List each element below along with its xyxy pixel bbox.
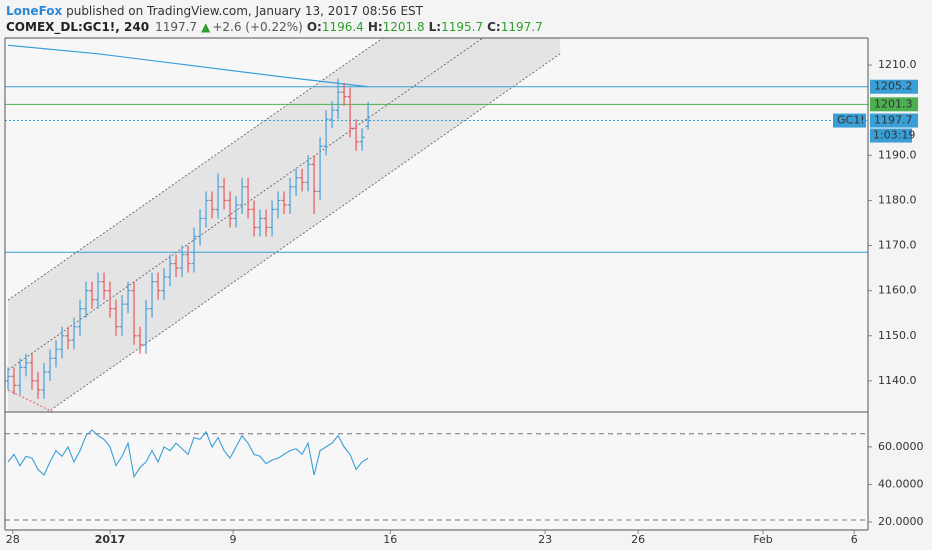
rsi-tick-label: 20.0000 xyxy=(878,515,924,528)
ohlc-value: 1195.7 xyxy=(441,20,483,34)
last: 1197.7 xyxy=(155,20,197,34)
channel-line xyxy=(47,53,561,412)
author[interactable]: LoneFox xyxy=(6,4,63,18)
countdown-label: 1:03:19 xyxy=(873,129,915,142)
legend-line: COMEX_DL:GC1!, 240 1197.7 ▲ +2.6 (+0.22%) O:… xyxy=(6,20,543,35)
moving-average xyxy=(7,44,369,88)
price-tag-label: 1205.2 xyxy=(874,80,913,93)
x-tick-label: 2017 xyxy=(95,533,126,546)
ohlc-value: 1197.7 xyxy=(501,20,543,34)
x-tick-label: 9 xyxy=(230,533,237,546)
published: published on TradingView.com, January 13… xyxy=(62,4,423,18)
ohlc-label: H: xyxy=(368,20,383,34)
rsi-tick-label: 40.0000 xyxy=(878,477,924,490)
symbol-tag-label: GC1! xyxy=(837,114,865,127)
x-tick-label: Feb xyxy=(753,533,772,546)
channel-line xyxy=(7,38,484,371)
price-tag xyxy=(870,79,918,94)
y-tick-label: 1180.0 xyxy=(878,193,917,206)
arrow: ▲ xyxy=(201,20,211,34)
y-tick-label: 1160.0 xyxy=(878,284,917,297)
x-tick-label: 26 xyxy=(631,533,645,546)
rsi-line xyxy=(7,429,369,479)
price-tag xyxy=(870,113,918,128)
rsi-tick-label: 60.0000 xyxy=(878,440,924,453)
change: +2.6 (+0.22%) xyxy=(212,20,303,34)
price-tag-label: 1197.7 xyxy=(874,114,913,127)
y-tick-label: 1150.0 xyxy=(878,329,917,342)
ohlc-label: O: xyxy=(307,20,322,34)
red-trend-line xyxy=(7,389,54,412)
overlay: 1140.0 1150.0 1160.0 1170.0 1180.0 1190.0 1210… xyxy=(4,37,924,546)
symbol-tag xyxy=(833,113,866,128)
ohlc-label: C: xyxy=(487,20,501,34)
countdown-tag xyxy=(870,128,912,143)
x-tick-label: 6 xyxy=(851,533,858,546)
y-tick-label: 1170.0 xyxy=(878,239,917,252)
y-tick-label: 1210.0 xyxy=(878,58,917,71)
symbol: COMEX_DL:GC1!, 240 xyxy=(6,20,149,35)
x-tick-label: 16 xyxy=(383,533,397,546)
header-line: LoneFox published on TradingView.com, Ja… xyxy=(6,4,424,18)
y-tick-label: 1140.0 xyxy=(878,374,917,387)
price-pane xyxy=(5,38,868,412)
ohlc-value: 1201.8 xyxy=(383,20,425,34)
channel-line xyxy=(7,38,384,301)
ohlc-value: 1196.4 xyxy=(322,20,364,34)
price-tag xyxy=(870,97,918,112)
price-tag-label: 1201.3 xyxy=(874,97,913,110)
y-tick-label: 1190.0 xyxy=(878,148,917,161)
ohlc-label: L: xyxy=(429,20,441,34)
x-tick-label: 28 xyxy=(6,533,20,546)
x-tick-label: 23 xyxy=(538,533,552,546)
